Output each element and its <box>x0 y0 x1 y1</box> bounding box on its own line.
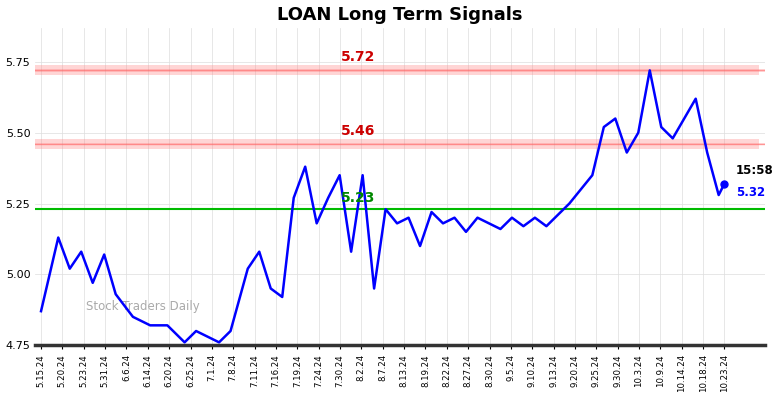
Bar <box>35 69 764 72</box>
Text: Stock Traders Daily: Stock Traders Daily <box>86 300 200 314</box>
Title: LOAN Long Term Signals: LOAN Long Term Signals <box>278 6 523 23</box>
Text: 15:58: 15:58 <box>736 164 774 178</box>
Bar <box>35 142 764 145</box>
Text: 5.46: 5.46 <box>341 124 376 138</box>
Text: 5.23: 5.23 <box>341 191 376 205</box>
Text: 5.32: 5.32 <box>736 186 765 199</box>
Text: 5.72: 5.72 <box>341 50 376 64</box>
